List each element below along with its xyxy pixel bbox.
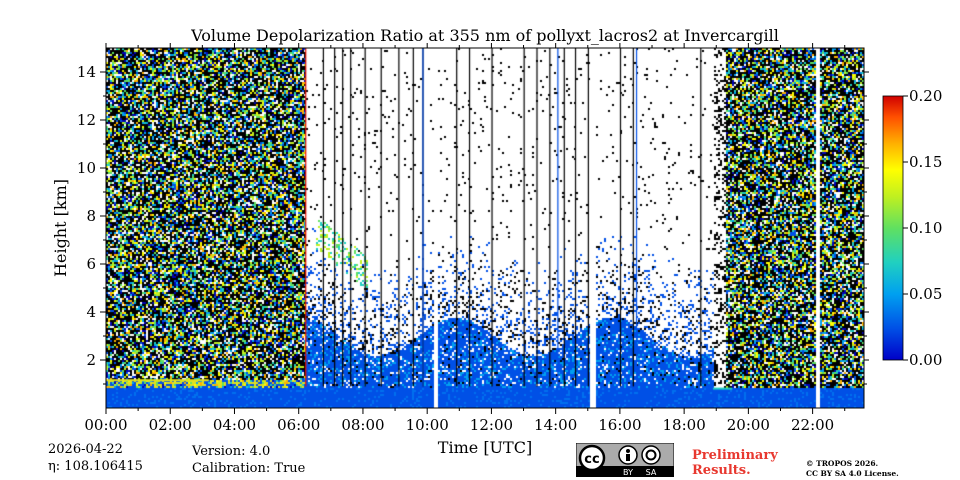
y-tick-label: 12 xyxy=(77,111,96,129)
heatmap-raster xyxy=(106,48,864,408)
footer-date: 2026-04-22 xyxy=(48,442,123,457)
cc-license-badge: cc BY SA xyxy=(576,443,674,477)
y-axis: 2 4 6 8 10 12 14 xyxy=(77,63,869,385)
footer-eta: η: 108.106415 xyxy=(48,459,143,474)
x-tick-label: 02:00 xyxy=(149,416,192,434)
x-tick-label: 06:00 xyxy=(277,416,320,434)
by-person-icon xyxy=(626,449,630,453)
colorbar-tick-label: 0.05 xyxy=(909,285,942,303)
by-label: BY xyxy=(623,468,633,477)
y-tick-label: 14 xyxy=(77,63,96,81)
colorbar-tick-label: 0.15 xyxy=(909,153,942,171)
y-tick-label: 10 xyxy=(77,159,96,177)
colorbar xyxy=(882,95,904,361)
y-tick-label: 2 xyxy=(86,351,96,369)
copyright-line-2: CC BY SA 4.0 License. xyxy=(806,469,899,478)
x-axis-label: Time [UTC] xyxy=(438,438,532,457)
chart-title: Volume Depolarization Ratio at 355 nm of… xyxy=(190,26,779,45)
x-tick-label: 14:00 xyxy=(534,416,577,434)
plot-frame xyxy=(105,47,865,409)
x-tick-label: 18:00 xyxy=(663,416,706,434)
colorbar-tick-label: 0.00 xyxy=(909,351,942,369)
x-tick-label: 00:00 xyxy=(84,416,127,434)
copyright-line-1: © TROPOS 2026. xyxy=(806,459,879,468)
y-axis-label: Height [km] xyxy=(51,179,70,277)
x-tick-label: 10:00 xyxy=(406,416,449,434)
sa-label: SA xyxy=(646,468,657,477)
preliminary-label-2: Results. xyxy=(692,463,751,478)
x-tick-label: 20:00 xyxy=(727,416,770,434)
colorbar-tick-label: 0.10 xyxy=(909,219,942,237)
x-tick-label: 12:00 xyxy=(470,416,513,434)
y-tick-label: 4 xyxy=(86,303,96,321)
sa-arrow-icon xyxy=(645,449,657,461)
x-axis: 00:00 02:00 04:00 06:00 08:00 10:00 12:00 14:00… xyxy=(84,43,846,434)
x-tick-label: 08:00 xyxy=(341,416,384,434)
x-tick-label: 16:00 xyxy=(598,416,641,434)
footer-calibration: Calibration: True xyxy=(192,461,306,476)
colorbar-tick-label: 0.20 xyxy=(909,87,942,105)
footer-version: Version: 4.0 xyxy=(192,444,271,459)
heatmap-data xyxy=(106,48,864,408)
preliminary-label-1: Preliminary xyxy=(692,448,778,463)
y-tick-label: 6 xyxy=(86,255,96,273)
colorbar-axis: 0.00 0.05 0.10 0.15 0.20 xyxy=(903,87,942,369)
y-tick-label: 8 xyxy=(86,207,96,225)
x-tick-label: 22:00 xyxy=(791,416,834,434)
cc-icon: cc xyxy=(584,452,599,467)
x-tick-label: 04:00 xyxy=(213,416,256,434)
